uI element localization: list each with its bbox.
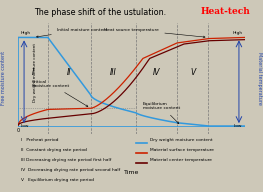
Text: Material surface temperature: Material surface temperature xyxy=(150,148,214,152)
Text: Dry weight moisture content: Dry weight moisture content xyxy=(150,138,212,142)
Text: Time: Time xyxy=(124,170,139,175)
Text: V: V xyxy=(190,68,195,77)
Text: Heat-tech: Heat-tech xyxy=(200,7,250,16)
Text: I: I xyxy=(32,68,34,77)
Text: Material temperature: Material temperature xyxy=(257,52,262,105)
Text: Equilibrium
moisture content: Equilibrium moisture content xyxy=(143,102,180,124)
Text: Dry weight moisture content: Dry weight moisture content xyxy=(33,43,37,102)
Text: II  Constant drying rate period: II Constant drying rate period xyxy=(21,148,87,152)
Text: II: II xyxy=(67,68,72,77)
Text: Low: Low xyxy=(234,124,242,128)
Text: Material center temperature: Material center temperature xyxy=(150,158,212,162)
Text: High: High xyxy=(21,31,31,35)
Text: Heat source temperature: Heat source temperature xyxy=(104,28,205,38)
Text: III: III xyxy=(110,68,117,77)
Text: I   Preheat period: I Preheat period xyxy=(21,138,58,142)
Text: V   Equilibrium drying rate period: V Equilibrium drying rate period xyxy=(21,178,94,182)
Text: High: High xyxy=(232,31,242,35)
Text: Low: Low xyxy=(21,124,29,128)
Text: Critical
moisture content: Critical moisture content xyxy=(32,80,88,107)
Text: 0: 0 xyxy=(17,128,20,133)
Text: Initial moisture content: Initial moisture content xyxy=(37,28,108,37)
Text: III Decreasing drying rate period first half: III Decreasing drying rate period first … xyxy=(21,158,111,162)
Text: Free moisture content: Free moisture content xyxy=(1,51,6,105)
Text: IV  Decreasing drying rate period second half: IV Decreasing drying rate period second … xyxy=(21,168,120,172)
Text: IV: IV xyxy=(153,68,160,77)
Text: The phase shift of the ustulation.: The phase shift of the ustulation. xyxy=(34,8,166,17)
